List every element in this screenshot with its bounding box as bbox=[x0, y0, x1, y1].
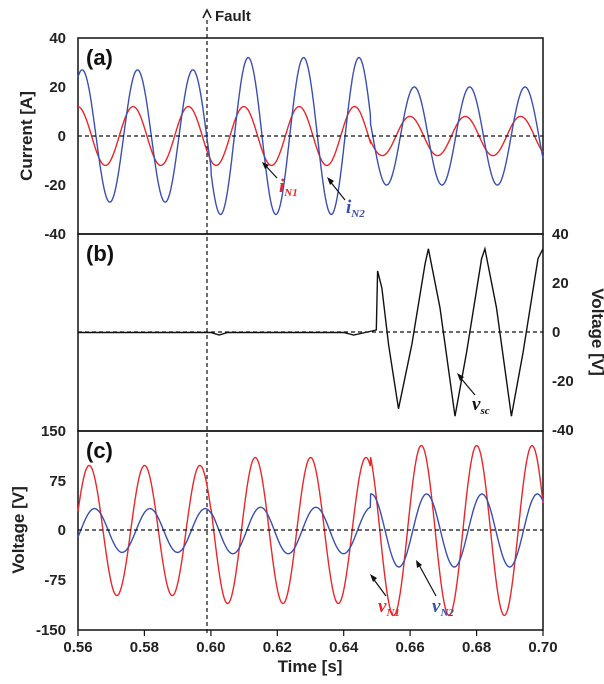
x-tick-label: 0.66 bbox=[395, 639, 424, 656]
x-tick-label: 0.56 bbox=[63, 639, 92, 656]
panel-a-ylabel: Current [A] bbox=[17, 91, 36, 181]
panel-b-y-ticks: 40 20 0 -20 -40 bbox=[552, 226, 574, 439]
i-n2-arrowhead-icon bbox=[327, 177, 334, 185]
panel-b-ytick: 20 bbox=[552, 275, 569, 292]
panel-c-ytick: 0 bbox=[58, 522, 66, 539]
v-sc-arrowhead-icon bbox=[457, 373, 464, 381]
panel-c-ytick: -75 bbox=[44, 572, 66, 589]
panel-b-ytick: -40 bbox=[552, 422, 574, 439]
series-line-v-n1 bbox=[77, 444, 544, 617]
x-tick-label: 0.60 bbox=[196, 639, 225, 656]
x-tick-label: 0.70 bbox=[528, 639, 557, 656]
panel-a-y-ticks: 40 20 0 -20 -40 bbox=[44, 30, 66, 243]
fault-label: Fault bbox=[215, 8, 251, 25]
panel-a-series bbox=[77, 56, 544, 216]
panel-a: 40 20 0 -20 -40 Current [A] (a) iN1 iN2 bbox=[17, 30, 544, 243]
v-sc-label: vsc bbox=[472, 394, 490, 417]
panel-c-ylabel: Voltage [V] bbox=[9, 486, 28, 574]
panel-c-ytick: 150 bbox=[41, 423, 66, 440]
series-line-i-n2 bbox=[77, 56, 544, 216]
x-axis: 0.56 0.58 0.60 0.62 0.64 0.66 0.68 0.70 bbox=[63, 630, 558, 656]
panel-b-ytick: 40 bbox=[552, 226, 569, 243]
v-n2-pointer bbox=[417, 562, 437, 597]
panel-b-series bbox=[78, 246, 544, 417]
v-n1-label: vN1 bbox=[378, 596, 400, 619]
panel-b-ytick: 0 bbox=[552, 324, 560, 341]
panel-a-ytick: 0 bbox=[58, 128, 66, 145]
panel-a-ytick: -40 bbox=[44, 226, 66, 243]
panel-b-ylabel: Voltage [V] bbox=[588, 288, 604, 376]
panel-a-ytick: 20 bbox=[49, 79, 66, 96]
panel-b: 40 20 0 -20 -40 Voltage [V] (b) vsc bbox=[77, 226, 604, 439]
panel-a-ytick: -20 bbox=[44, 177, 66, 194]
panel-a-ytick: 40 bbox=[49, 30, 66, 47]
fault-arrow-icon bbox=[202, 8, 212, 19]
panel-c-ytick: 75 bbox=[49, 473, 66, 490]
v-n2-arrowhead-icon bbox=[416, 560, 422, 568]
x-tick-label: 0.68 bbox=[462, 639, 491, 656]
panel-c: 150 75 0 -75 -150 Voltage [V] (c) vN1 vN… bbox=[9, 423, 544, 639]
i-n1-label: iN1 bbox=[279, 176, 298, 199]
panel-c-ytick: -150 bbox=[36, 622, 66, 639]
series-line-i-n1 bbox=[77, 105, 544, 167]
panel-b-label: (b) bbox=[86, 241, 114, 266]
series-line-v-sc bbox=[78, 246, 544, 417]
v-n1-arrowhead-icon bbox=[370, 574, 377, 582]
i-n1-arrowhead-icon bbox=[262, 162, 269, 169]
x-tick-label: 0.62 bbox=[263, 639, 292, 656]
fault-annotation: Fault bbox=[202, 8, 251, 636]
v-n2-label: vN2 bbox=[432, 596, 454, 619]
panel-c-label: (c) bbox=[86, 438, 113, 463]
x-axis-label: Time [s] bbox=[278, 657, 343, 676]
panel-b-ytick: -20 bbox=[552, 373, 574, 390]
i-n2-label: iN2 bbox=[346, 197, 365, 220]
x-tick-label: 0.64 bbox=[329, 639, 359, 656]
panel-c-series bbox=[77, 444, 544, 617]
panel-c-y-ticks: 150 75 0 -75 -150 bbox=[36, 423, 66, 639]
panel-a-label: (a) bbox=[86, 45, 113, 70]
series-line-v-n2 bbox=[77, 493, 544, 568]
x-tick-label: 0.58 bbox=[130, 639, 159, 656]
